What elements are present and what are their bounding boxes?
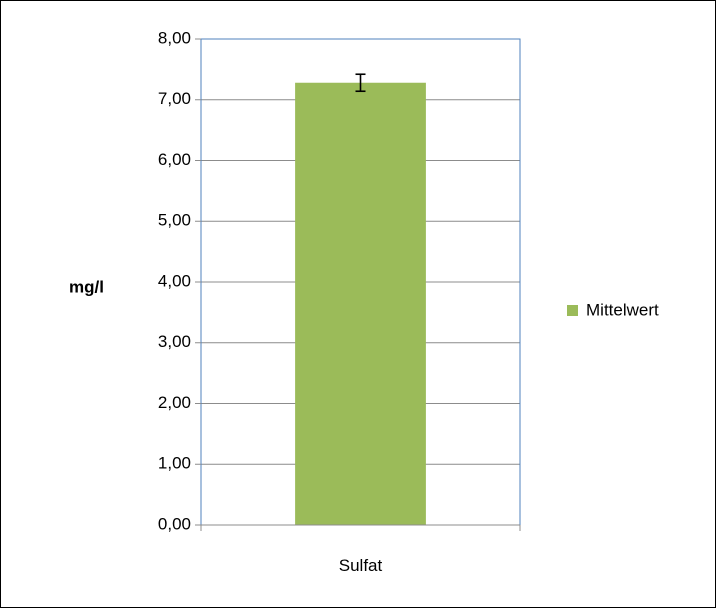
y-tick-label: 0,00 [158,514,191,533]
y-tick-label: 2,00 [158,393,191,412]
y-tick-label: 8,00 [158,28,191,47]
y-axis-label: mg/l [69,277,104,296]
y-tick-label: 7,00 [158,89,191,108]
legend-label: Mittelwert [586,300,659,319]
y-tick-label: 6,00 [158,150,191,169]
axis-layer [195,38,521,531]
y-tick-label: 4,00 [158,271,191,290]
bar-layer [295,73,426,526]
y-tick-label: 1,00 [158,454,191,473]
y-tick-label: 5,00 [158,211,191,230]
x-category-label: Sulfat [339,556,383,575]
y-tick-label: 3,00 [158,332,191,351]
bar-sulfat [295,82,426,526]
legend-swatch [567,305,578,316]
legend: Mittelwert [567,300,659,319]
label-layer: 0,00 1,00 2,00 3,00 4,00 5,00 6,00 7,00 8,00 Sulf… [158,28,383,575]
